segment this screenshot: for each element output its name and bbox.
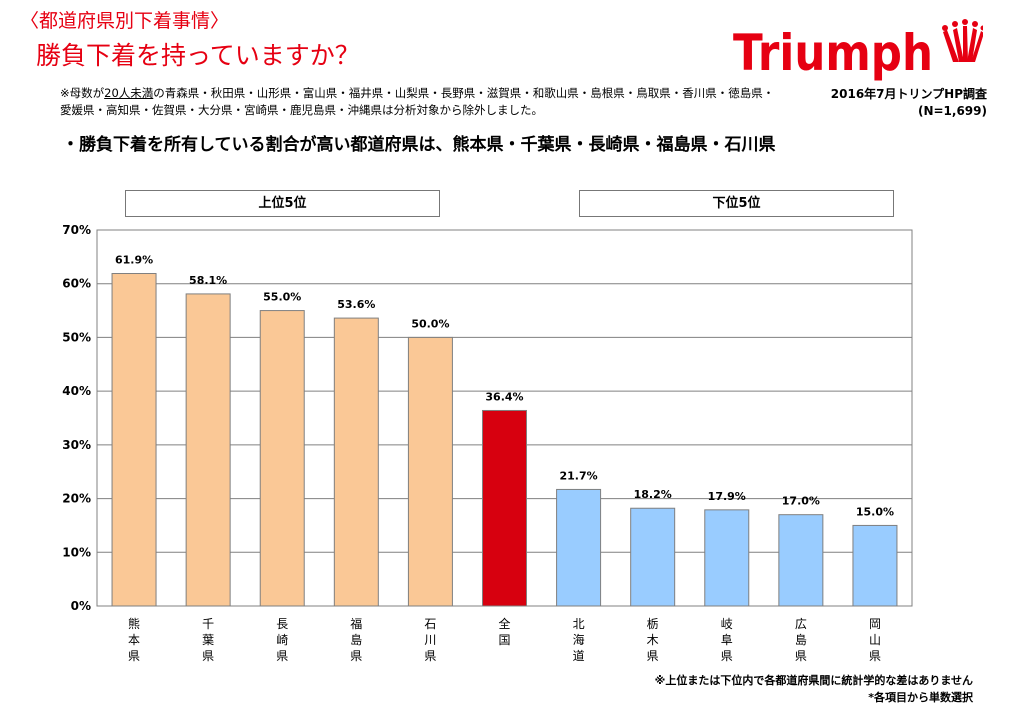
x-tick-label: 北海道 [573, 617, 585, 663]
y-tick-label: 10% [62, 545, 91, 559]
x-tick-label: 全国 [498, 616, 510, 647]
top-5-label: 上位5位 [125, 190, 440, 217]
exclusion-note: ※母数が20人未満の青森県・秋田県・山形県・富山県・福井県・山梨県・長野県・滋賀… [60, 85, 780, 119]
bar [556, 488, 602, 607]
x-tick-label: 岡山県 [869, 617, 881, 663]
single-choice-footnote: *各項目から単数選択 [868, 691, 973, 704]
bar [778, 514, 824, 607]
crown-icon [942, 19, 983, 62]
data-label: 36.4% [485, 390, 523, 403]
bottom-5-label: 下位5位 [579, 190, 894, 217]
x-tick-label: 福島県 [350, 616, 362, 663]
note-rest: の青森県・秋田県・山形県・富山県・福井県・山梨県・長野県・滋賀県・和歌山県・島根… [60, 86, 775, 117]
data-label: 21.7% [560, 469, 598, 482]
x-tick-label: 石川県 [424, 617, 436, 663]
data-label: 58.1% [189, 274, 227, 287]
note-underlined: 20人未満 [104, 86, 154, 100]
x-tick-label: 広島県 [795, 617, 807, 663]
x-tick-label: 岐阜県 [721, 617, 733, 663]
y-tick-label: 50% [62, 330, 91, 344]
bar [185, 293, 231, 607]
data-label: 17.0% [782, 495, 820, 508]
bar [407, 336, 453, 607]
category-heading: 〈都道府県別下着事情〉 [20, 10, 230, 32]
y-tick-label: 40% [62, 384, 91, 398]
bar [630, 507, 676, 607]
bar [852, 524, 898, 607]
data-label: 53.6% [337, 298, 375, 311]
x-tick-label: 栃木県 [647, 617, 659, 663]
page-title: 勝負下着を持っていますか？ [36, 41, 360, 70]
sample-size: (N=1,699) [917, 104, 987, 118]
y-tick-label: 0% [71, 599, 91, 613]
brand-logo: Triumph [733, 19, 983, 82]
data-label: 17.9% [708, 490, 746, 503]
bar [704, 509, 750, 607]
logo-wordmark: Triumph [733, 24, 933, 82]
bar [482, 409, 527, 607]
x-tick-label: 熊本県 [128, 616, 140, 663]
survey-source: 2016年7月トリンプHP調査 (N=1,699) [831, 86, 987, 120]
headline: ・勝負下着を所有している割合が高い都道府県は、熊本県・千葉県・長崎県・福島県・石… [62, 135, 776, 155]
bar [111, 273, 157, 607]
y-tick-label: 20% [62, 492, 91, 506]
note-prefix: ※母数が [60, 86, 105, 100]
y-tick-label: 30% [62, 438, 91, 452]
x-tick-label: 千葉県 [202, 617, 214, 663]
bar [333, 317, 379, 607]
y-tick-label: 70% [62, 223, 91, 237]
data-label: 50.0% [411, 317, 449, 330]
bar [259, 310, 305, 607]
data-label: 18.2% [634, 488, 672, 501]
survey-source-label: 2016年7月トリンプHP調査 [830, 87, 987, 101]
y-tick-label: 60% [62, 277, 91, 291]
stat-footnote: ※上位または下位内で各都道府県間に統計学的な差はありません [654, 674, 973, 687]
x-tick-label: 長崎県 [276, 617, 288, 663]
data-label: 55.0% [263, 291, 301, 304]
data-label: 15.0% [856, 505, 894, 518]
data-label: 61.9% [115, 254, 153, 267]
